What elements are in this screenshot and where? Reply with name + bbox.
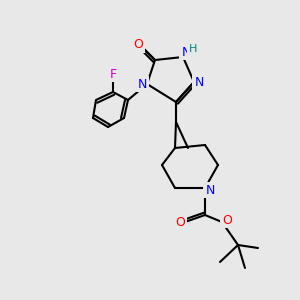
Text: N: N	[181, 46, 191, 59]
Text: N: N	[137, 77, 147, 91]
Text: O: O	[222, 214, 232, 226]
Text: O: O	[133, 38, 143, 52]
Text: H: H	[189, 44, 197, 54]
Text: F: F	[110, 68, 117, 80]
Text: O: O	[175, 215, 185, 229]
Text: N: N	[205, 184, 215, 196]
Text: N: N	[194, 76, 204, 88]
